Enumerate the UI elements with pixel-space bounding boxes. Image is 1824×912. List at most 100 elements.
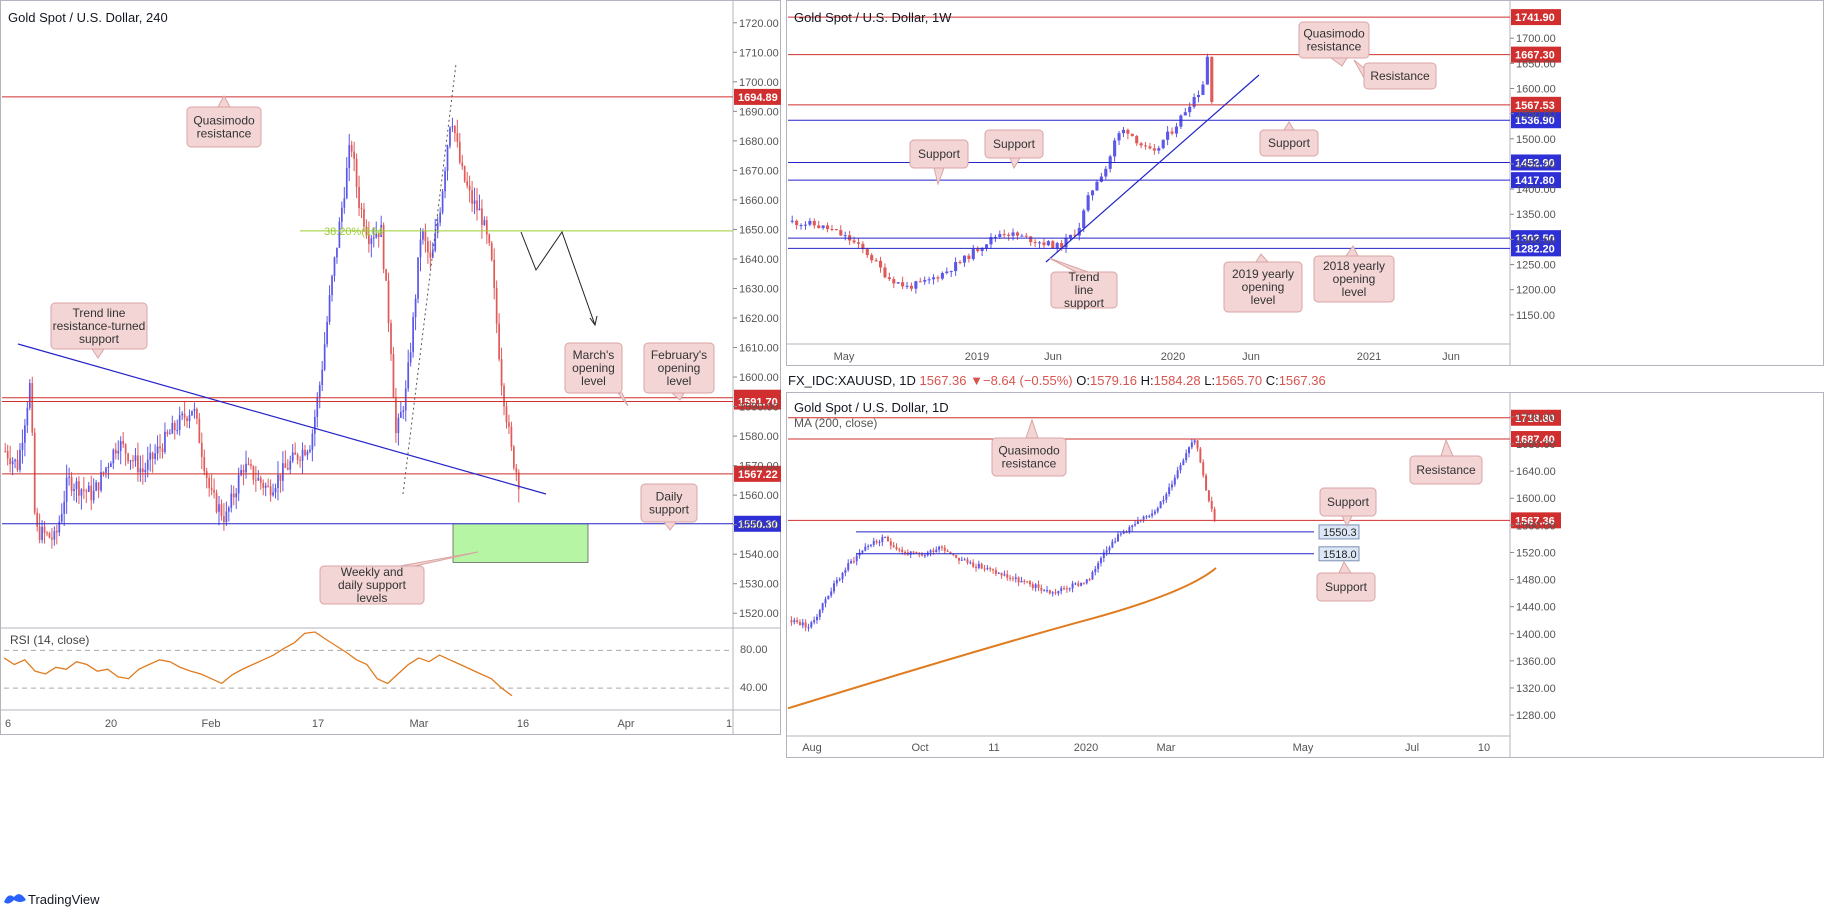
candle-body <box>146 459 149 470</box>
candle-body <box>284 463 287 468</box>
candle-body <box>181 413 184 416</box>
d1-chart-panel[interactable]: 1718.80 1687.40 1567.36 1550.3 1518.0 1720.00… <box>786 392 1824 758</box>
callout-text: Weekly and <box>341 565 403 579</box>
candle-body <box>1026 581 1029 583</box>
candle-body <box>65 477 68 502</box>
candle-body <box>1205 475 1208 491</box>
x-tick-label: Mar <box>1157 742 1176 754</box>
y-tick-label: 1560.00 <box>1516 520 1556 532</box>
w1-chart-title: Gold Spot / U.S. Dollar, 1W <box>794 10 952 25</box>
candle-body <box>914 281 918 289</box>
candle-body <box>986 568 989 570</box>
x-tick-label: 10 <box>1478 742 1490 754</box>
y-tick-label: 1360.00 <box>1516 656 1556 668</box>
candle-body <box>1064 237 1068 248</box>
candle-body <box>918 281 922 283</box>
candle-body <box>473 200 476 204</box>
callout: Support <box>1319 487 1377 528</box>
callout-text: 2018 yearly <box>1323 259 1385 273</box>
callout-text: Resistance <box>1370 69 1430 83</box>
candle-body <box>833 583 836 592</box>
y-tick-label: 1200.00 <box>1516 285 1556 297</box>
candle-body <box>503 386 505 407</box>
price-label-bg <box>1511 431 1561 448</box>
candle-body <box>975 566 978 568</box>
h4-chart-panel[interactable]: 1694.891593.001591.701567.221550.3038.20… <box>0 0 781 735</box>
candle-body <box>237 475 240 494</box>
candle-body <box>813 620 816 623</box>
callout-text: opening <box>1333 272 1376 286</box>
candle-body <box>137 455 139 473</box>
candle-body <box>945 271 949 274</box>
candle-body <box>232 493 235 498</box>
candle-body <box>323 344 326 370</box>
callout-box <box>319 565 425 605</box>
y-tick-label: 1700.00 <box>739 77 779 89</box>
candle-body <box>358 186 360 208</box>
candle-body <box>852 561 855 563</box>
h4-chart-svg[interactable]: 1694.891593.001591.701567.221550.3038.20… <box>0 0 781 735</box>
projection-path <box>520 230 596 326</box>
candle-body <box>454 126 456 134</box>
x-tick-label: 2020 <box>1161 351 1185 363</box>
candle-body <box>812 220 816 226</box>
w1-chart-svg[interactable]: 1741.90 1667.30 1567.53 1536.90 1452.90 1417.… <box>786 0 1824 366</box>
ohlc-open: 1579.16 <box>1089 373 1137 388</box>
callout: Support <box>1316 560 1376 602</box>
y-tick-label: 1640.00 <box>1516 466 1556 478</box>
candle-body <box>51 537 53 540</box>
candle-body <box>1168 487 1171 495</box>
y-tick-label: 1720.00 <box>739 18 779 30</box>
level-tag: 1518.0 <box>1323 549 1357 561</box>
candle-body <box>191 410 193 416</box>
candle-body <box>886 536 889 542</box>
candle-body <box>154 453 156 459</box>
d1-chart-svg[interactable]: 1718.80 1687.40 1567.36 1550.3 1518.0 1720.00… <box>786 392 1824 758</box>
x-tick-label: Jun <box>1442 351 1460 363</box>
callout-text: level <box>667 374 692 388</box>
candle-body <box>82 489 85 491</box>
candle-body <box>1108 547 1111 551</box>
candle-body <box>1199 448 1202 463</box>
w1-chart-panel[interactable]: 1741.90 1667.30 1567.53 1536.90 1452.90 1417.… <box>786 0 1824 366</box>
callout-tail <box>91 348 105 359</box>
candle-body <box>38 526 41 540</box>
candle-body <box>901 282 905 287</box>
y-tick-label: 1650.00 <box>739 224 779 236</box>
callout: Support <box>1259 121 1319 157</box>
callout-text: Resistance <box>1416 463 1476 477</box>
candle-body <box>867 545 870 547</box>
candle-body <box>141 468 144 473</box>
candle-body <box>370 238 373 244</box>
candle-body <box>493 259 496 289</box>
candle-body <box>796 620 799 623</box>
candle-body <box>105 467 107 473</box>
candle-body <box>1159 501 1162 509</box>
candle-body <box>395 397 397 434</box>
candle-body <box>33 432 36 513</box>
candle-body <box>1068 234 1073 238</box>
callout-text: Support <box>1268 136 1311 150</box>
candle-body <box>927 279 931 281</box>
candle-body <box>966 559 969 563</box>
candle-body <box>827 595 830 600</box>
candle-body <box>429 252 432 258</box>
candle-body <box>340 207 343 222</box>
candle-body <box>984 244 989 248</box>
candle-body <box>19 449 21 471</box>
candle-body <box>515 467 518 473</box>
callout-text: Quasimodo <box>193 114 255 128</box>
tradingview-footer[interactable]: TradingView <box>0 884 300 912</box>
candle-body <box>306 451 309 456</box>
candle-body <box>291 452 294 462</box>
rsi-tick-label: 80.00 <box>740 644 768 656</box>
candle-body <box>1185 453 1188 461</box>
candle-body <box>872 540 875 545</box>
candle-body <box>203 457 206 472</box>
candle-body <box>318 384 321 398</box>
candle-body <box>471 190 473 204</box>
callout-text: opening <box>1242 280 1285 294</box>
candle-body <box>878 541 881 543</box>
